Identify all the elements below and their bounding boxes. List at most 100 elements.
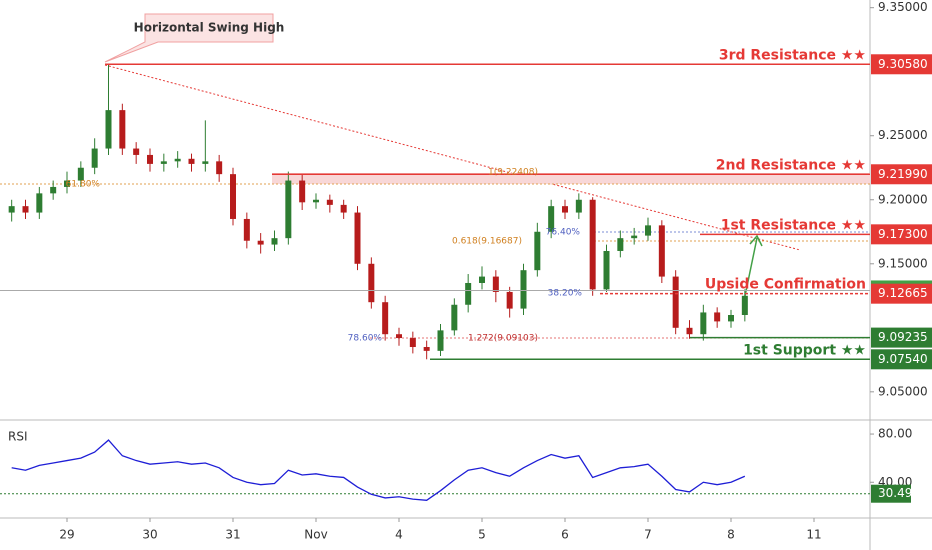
rsi-tick-label: 80.00: [878, 427, 912, 441]
candle-body: [548, 206, 555, 232]
x-tick-label: 11: [806, 528, 821, 542]
candle-body: [603, 250, 610, 290]
price-tag-label: 9.07540: [878, 352, 928, 366]
candle-body: [728, 315, 734, 322]
candle-body: [36, 193, 43, 213]
x-tick-label: 7: [644, 528, 652, 542]
fib-label: 1(9.22408): [488, 168, 538, 178]
candle-body: [230, 174, 236, 219]
candle-body: [645, 225, 651, 236]
candle-body: [451, 304, 458, 331]
y-tick-label: 9.20000: [878, 192, 928, 206]
x-tick-label: 30: [142, 528, 157, 542]
candle-body: [741, 295, 748, 315]
candle-body: [105, 110, 112, 149]
fib-label: 38.20%: [548, 289, 583, 299]
fib-label: 78.60%: [348, 334, 383, 344]
x-tick-label: Nov: [304, 528, 327, 542]
rsi-line: [11, 439, 746, 502]
price-tag-label: 9.21990: [878, 167, 928, 181]
x-tick-label: 4: [395, 528, 403, 542]
fib-label: 76.40%: [546, 228, 581, 238]
candle-body: [50, 186, 57, 194]
price-tag: [871, 349, 932, 370]
candle-body: [147, 154, 153, 164]
candle-body: [617, 238, 624, 251]
candle-body: [700, 312, 707, 335]
candle-body: [91, 148, 98, 168]
candle-body: [520, 270, 527, 309]
candle-body: [313, 199, 319, 203]
level-name: 1st Resistance ★★: [721, 217, 866, 233]
candle-body: [562, 206, 568, 213]
candle-body: [216, 161, 223, 175]
candle-body: [589, 199, 596, 290]
y-tick-label: 9.25000: [878, 128, 928, 142]
y-tick-label: 9.05000: [878, 384, 928, 398]
candle-body: [479, 276, 485, 283]
candle-body: [492, 276, 499, 292]
candle-body: [8, 206, 15, 213]
candle-body: [631, 235, 638, 239]
candle-body: [437, 330, 444, 351]
candle-body: [64, 180, 70, 187]
candle-body: [119, 110, 126, 149]
candle-body: [326, 199, 333, 205]
rsi-tag-label: 30.49: [878, 486, 912, 500]
fib-label: 1.272(9.09103): [468, 334, 538, 344]
candle-body: [382, 302, 389, 335]
candle-body: [202, 161, 209, 164]
candle-body: [160, 161, 167, 164]
candle-body: [257, 240, 264, 245]
arrow: [744, 234, 763, 297]
candle-body: [658, 225, 665, 277]
candle-body: [133, 148, 140, 155]
candle-body: [340, 204, 347, 213]
x-tick-label: 6: [561, 528, 569, 542]
callout-text: Horizontal Swing High: [134, 21, 285, 35]
candle-body: [714, 312, 721, 322]
candle-body: [243, 218, 250, 241]
level-name: 1st Support ★★: [743, 342, 866, 358]
candle-body: [506, 291, 513, 309]
level-name: 2nd Resistance ★★: [716, 157, 866, 173]
x-tick-label: 8: [727, 528, 735, 542]
fib-label: 61.80%: [66, 180, 101, 190]
x-tick-label: 31: [225, 528, 240, 542]
y-tick-label: 9.15000: [878, 256, 928, 270]
price-tag: [871, 283, 932, 304]
fib-label: 0.618(9.16687): [452, 237, 522, 247]
level-name: Upside Confirmation: [705, 277, 866, 293]
candle-body: [188, 158, 195, 164]
resistance-zone: [272, 173, 870, 184]
x-tick-label: 29: [59, 528, 74, 542]
candle-body: [271, 238, 278, 245]
price-tag: [871, 164, 932, 185]
x-tick-label: 5: [478, 528, 486, 542]
candle-body: [174, 158, 181, 162]
candle-body: [396, 334, 402, 339]
candle-body: [299, 180, 306, 203]
price-tag-label: 9.09235: [878, 330, 928, 344]
candle-body: [77, 167, 84, 181]
candle-body: [22, 206, 29, 213]
candle-body: [423, 347, 430, 351]
price-tag-label: 9.17300: [878, 227, 928, 241]
callout: [104, 13, 274, 63]
candle-body: [285, 180, 292, 239]
price-tag: [871, 327, 932, 348]
price-tag-label: 9.30580: [878, 57, 928, 71]
candle-body: [575, 199, 582, 213]
candle-body: [534, 231, 541, 271]
y-tick-label: 9.35000: [878, 0, 928, 14]
candle-body: [368, 263, 375, 303]
rsi-label: RSI: [8, 430, 28, 444]
candle-body: [686, 327, 693, 335]
candle-body: [672, 276, 679, 328]
price-tag: [871, 54, 932, 75]
candle-body: [409, 338, 416, 348]
candle-body: [354, 212, 361, 264]
candle-body: [465, 282, 472, 305]
